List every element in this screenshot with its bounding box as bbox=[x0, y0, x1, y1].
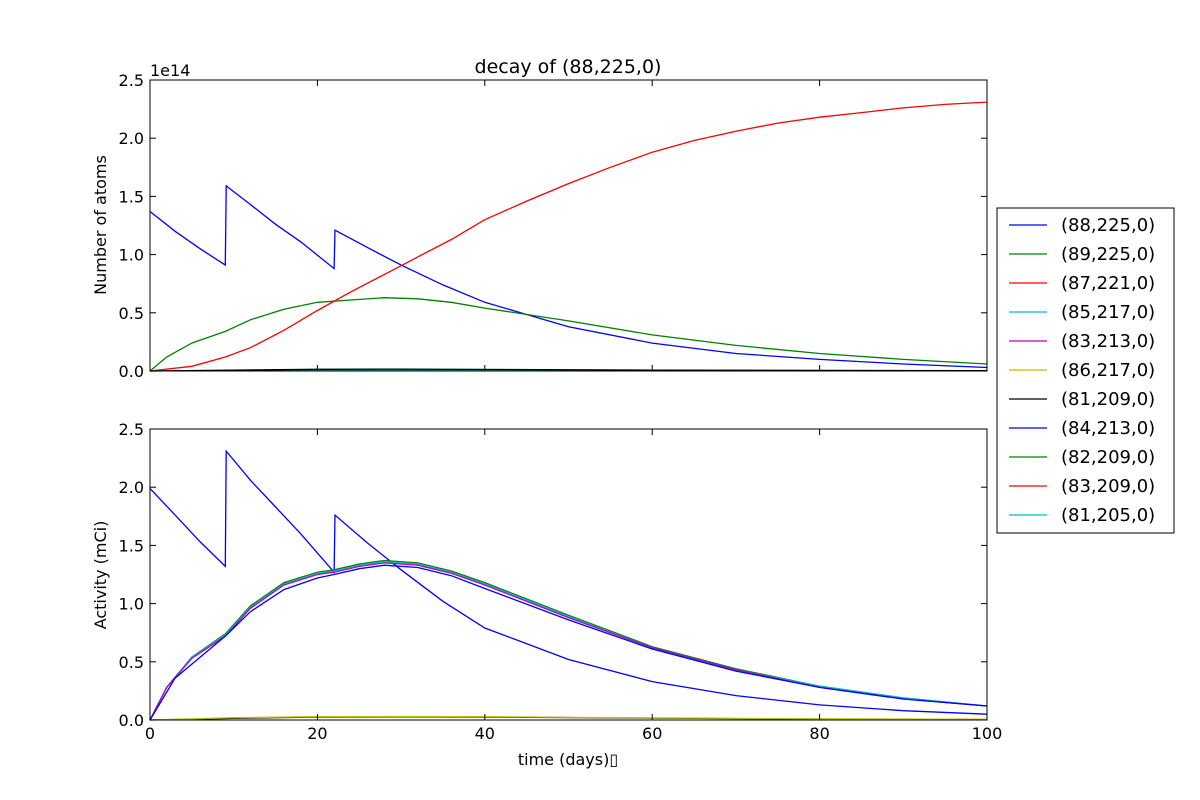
series-line-1-0 bbox=[149, 449, 988, 715]
x-axis-label: time (days)▯ bbox=[518, 750, 618, 769]
y-tick-label: 0.0 bbox=[119, 711, 144, 730]
x-tick-label: 100 bbox=[972, 724, 1003, 743]
atoms-offset-text: 1e14 bbox=[150, 61, 190, 80]
x-tick-label: 80 bbox=[809, 724, 829, 743]
legend-entry-label: (87,221,0) bbox=[1061, 273, 1155, 294]
series-line-1-2 bbox=[149, 561, 988, 721]
legend-entry-label: (81,209,0) bbox=[1061, 389, 1155, 410]
x-tick-label: 20 bbox=[307, 724, 327, 743]
y-tick-label: 2.0 bbox=[119, 478, 144, 497]
series-line-1-5 bbox=[149, 715, 988, 721]
atoms-ticks: 0.0 0.5 1.0 1.5 2.0 2.5 bbox=[119, 71, 988, 381]
y-tick-label: 0.0 bbox=[119, 362, 144, 381]
activity-panel: 0.0 0.5 1.0 1.5 2.0 2.5 0 20 40 60 80 100 Activity … bbox=[91, 420, 1002, 743]
legend: (88,225,0) (89,225,0) (87,221,0) (85,217,0)… bbox=[996, 207, 1175, 534]
y-tick-label: 2.5 bbox=[119, 420, 144, 439]
y-tick-label: 1.0 bbox=[119, 595, 144, 614]
activity-axes-frame bbox=[149, 428, 988, 721]
atoms-series bbox=[149, 101, 988, 372]
series-line-0-1 bbox=[149, 297, 988, 372]
y-tick-label: 1.5 bbox=[119, 536, 144, 555]
legend-entry-label: (85,217,0) bbox=[1061, 302, 1155, 323]
series-line-0-4 bbox=[149, 368, 988, 372]
activity-ticks: 0.0 0.5 1.0 1.5 2.0 2.5 0 20 40 60 80 100 bbox=[119, 420, 1003, 743]
y-tick-label: 0.5 bbox=[119, 653, 144, 672]
y-tick-label: 0.5 bbox=[119, 304, 144, 323]
atoms-axes-frame bbox=[149, 79, 988, 372]
legend-entry-label: (86,217,0) bbox=[1061, 360, 1155, 381]
activity-y-label: Activity (mCi) bbox=[91, 521, 110, 630]
series-line-0-2 bbox=[149, 101, 988, 372]
atoms-y-label: Number of atoms bbox=[91, 155, 110, 295]
activity-series bbox=[149, 449, 988, 721]
chart-title: decay of (88,225,0) bbox=[475, 56, 662, 78]
y-tick-label: 1.0 bbox=[119, 246, 144, 265]
legend-entry-label: (83,209,0) bbox=[1061, 476, 1155, 497]
series-line-1-6 bbox=[149, 564, 988, 721]
legend-entry-label: (81,205,0) bbox=[1061, 505, 1155, 526]
x-tick-label: 0 bbox=[145, 724, 155, 743]
legend-entry-label: (83,213,0) bbox=[1061, 331, 1155, 352]
y-tick-label: 2.5 bbox=[119, 71, 144, 90]
legend-entry-label: (88,225,0) bbox=[1061, 215, 1155, 236]
x-tick-label: 40 bbox=[475, 724, 495, 743]
y-tick-label: 2.0 bbox=[119, 129, 144, 148]
series-line-1-3 bbox=[149, 562, 988, 721]
x-tick-label: 60 bbox=[642, 724, 662, 743]
legend-entry-label: (82,209,0) bbox=[1061, 447, 1155, 468]
series-line-0-0 bbox=[149, 184, 988, 369]
legend-entry-label: (89,225,0) bbox=[1061, 244, 1155, 265]
series-line-1-1 bbox=[149, 559, 988, 721]
legend-entry-label: (84,213,0) bbox=[1061, 418, 1155, 439]
y-tick-label: 1.5 bbox=[119, 187, 144, 206]
atoms-panel: 0.0 0.5 1.0 1.5 2.0 2.5 1e14 Number of atoms bbox=[91, 61, 988, 381]
